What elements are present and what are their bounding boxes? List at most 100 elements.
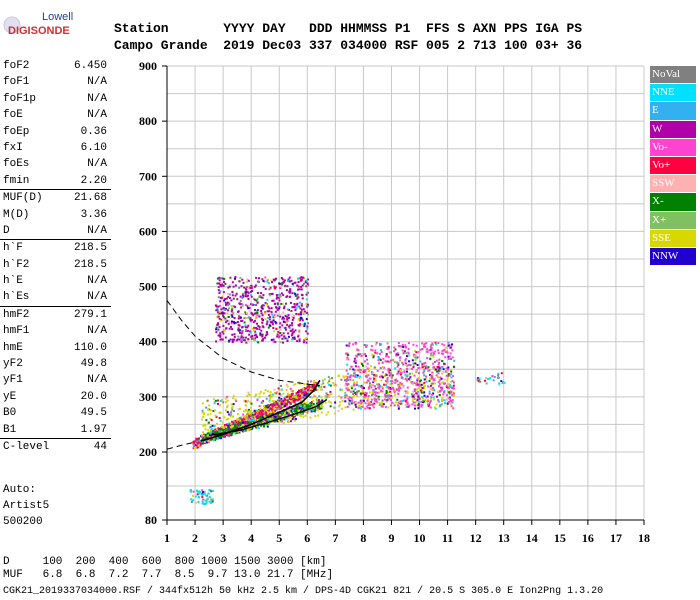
echo-point xyxy=(300,308,303,311)
echo-point xyxy=(362,398,365,401)
echo-point xyxy=(239,425,242,428)
echo-point xyxy=(415,351,418,354)
echo-point xyxy=(277,334,280,337)
echo-point xyxy=(381,399,384,402)
echo-point xyxy=(429,373,432,376)
echo-point xyxy=(247,324,250,327)
echo-point xyxy=(295,312,298,315)
echo-point xyxy=(217,311,219,314)
echo-point xyxy=(271,415,274,418)
echo-point xyxy=(221,277,224,280)
echo-point xyxy=(262,392,265,395)
echo-point xyxy=(293,330,295,333)
echo-point xyxy=(309,416,312,419)
echo-point xyxy=(268,394,271,397)
y-tick-label: 400 xyxy=(139,335,157,349)
echo-point xyxy=(209,412,212,415)
echo-point xyxy=(397,392,400,395)
echo-point xyxy=(346,389,349,392)
echo-point xyxy=(354,388,357,391)
echo-point xyxy=(443,378,446,381)
echo-point xyxy=(337,375,340,378)
true-height-profile xyxy=(200,379,321,442)
echo-point xyxy=(397,353,400,356)
echo-point xyxy=(222,431,225,434)
echo-point xyxy=(216,282,219,285)
echo-point xyxy=(346,352,349,355)
echo-point xyxy=(446,402,449,405)
echo-point xyxy=(206,436,209,439)
echo-point xyxy=(418,405,421,408)
echo-point xyxy=(418,384,421,387)
echo-point xyxy=(209,432,212,435)
echo-point xyxy=(404,359,407,362)
echo-point xyxy=(401,343,404,346)
echo-point xyxy=(256,409,258,412)
echo-point xyxy=(250,284,253,287)
echo-point xyxy=(218,431,221,434)
echo-point xyxy=(348,396,351,399)
echo-point xyxy=(274,420,277,423)
echo-point xyxy=(258,405,261,407)
echo-point xyxy=(279,407,282,410)
echo-point xyxy=(287,335,290,338)
echo-point xyxy=(242,410,245,413)
echo-point xyxy=(213,438,216,441)
echo-point xyxy=(279,332,282,334)
param-name: hmF2 xyxy=(3,308,30,321)
echo-point xyxy=(306,303,309,306)
echo-point xyxy=(478,377,481,380)
echo-point xyxy=(243,321,246,324)
echo-point xyxy=(244,422,247,425)
echo-point xyxy=(379,384,382,387)
echo-point xyxy=(405,367,408,370)
echo-point xyxy=(229,276,232,279)
echo-point xyxy=(364,407,367,410)
echo-point xyxy=(248,394,251,396)
echo-point xyxy=(405,399,408,402)
echo-point xyxy=(348,389,350,391)
echo-point xyxy=(363,387,365,390)
echo-point xyxy=(239,303,242,306)
echo-point xyxy=(297,281,300,284)
echo-point xyxy=(442,381,444,384)
echo-point xyxy=(358,404,361,407)
x-tick-label: 17 xyxy=(610,531,622,545)
echo-point xyxy=(267,313,270,316)
echo-point xyxy=(222,316,225,319)
echo-point xyxy=(352,379,355,382)
echo-point xyxy=(247,298,250,300)
echo-point xyxy=(305,341,308,344)
echo-point xyxy=(364,371,367,374)
echo-point xyxy=(198,492,201,495)
echo-point xyxy=(377,383,380,386)
echo-point xyxy=(261,307,264,310)
echo-point xyxy=(405,346,407,349)
echo-point xyxy=(270,407,273,410)
echo-point xyxy=(388,351,391,354)
echo-point xyxy=(447,373,450,375)
legend-item: SSE xyxy=(650,229,696,247)
echo-point xyxy=(272,338,275,341)
echo-point xyxy=(448,374,451,377)
echo-point xyxy=(345,382,348,385)
param-row: fxI 6.10 xyxy=(0,140,111,156)
echo-point xyxy=(408,373,411,376)
echo-point xyxy=(276,399,279,402)
echo-point xyxy=(358,370,361,373)
echo-point xyxy=(281,417,284,420)
echo-point xyxy=(225,418,228,421)
echo-point xyxy=(224,301,227,304)
echo-point xyxy=(278,396,281,399)
echo-point xyxy=(362,399,365,402)
echo-point xyxy=(370,398,373,401)
echo-point xyxy=(363,360,366,363)
echo-point xyxy=(429,400,432,403)
echo-point xyxy=(202,434,205,437)
echo-point xyxy=(365,375,368,378)
echo-point xyxy=(233,322,236,325)
echo-point xyxy=(251,427,254,430)
echo-point xyxy=(353,357,356,360)
echo-point xyxy=(260,414,263,417)
echo-point xyxy=(267,278,269,281)
